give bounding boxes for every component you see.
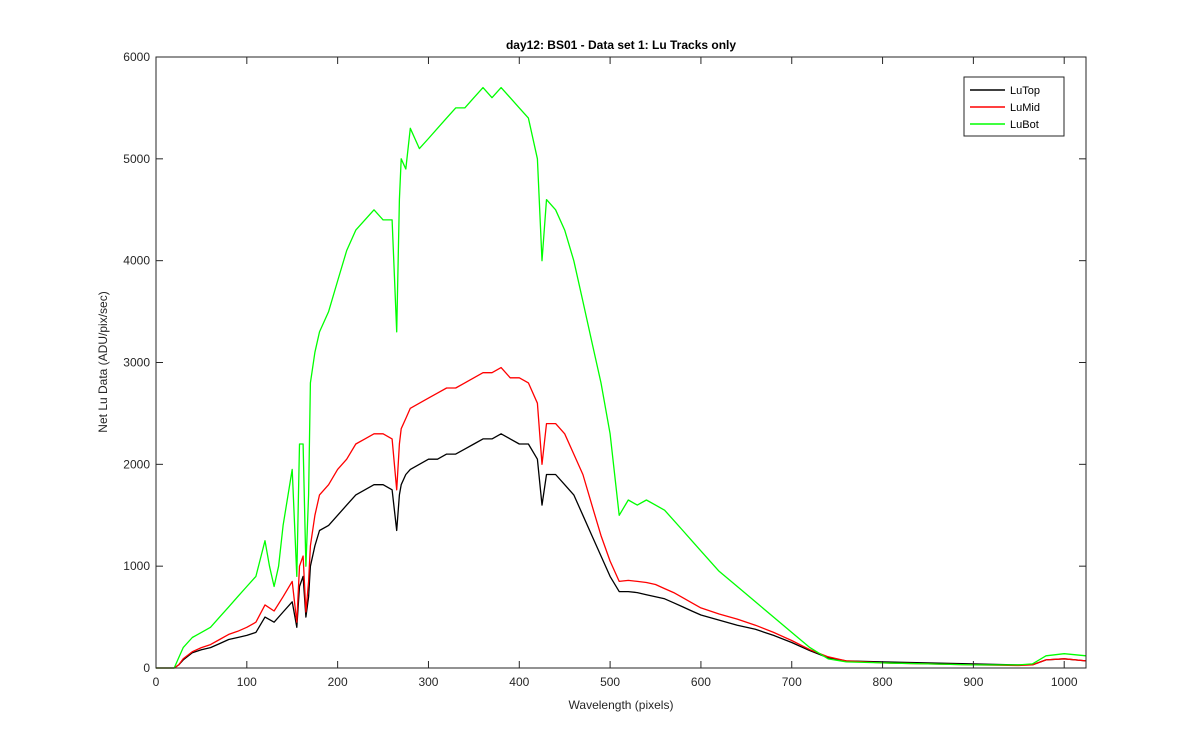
x-tick-label: 100	[237, 675, 257, 689]
legend-label-lumid: LuMid	[1010, 102, 1040, 114]
series-line-lumid	[156, 366, 1087, 669]
x-tick-label: 1000	[1051, 675, 1078, 689]
y-tick-label: 5000	[123, 152, 150, 166]
plot-area-frame	[155, 56, 1087, 669]
y-tick-label: 0	[143, 661, 150, 675]
x-tick-label: 0	[153, 675, 160, 689]
chart-title: day12: BS01 - Data set 1: Lu Tracks only	[506, 38, 736, 52]
y-tick-label: 2000	[123, 457, 150, 471]
y-tick-label: 3000	[123, 356, 150, 370]
x-tick-label: 500	[600, 675, 620, 689]
x-tick-label: 600	[691, 675, 711, 689]
y-tick-label: 1000	[123, 559, 150, 573]
x-tick-label: 200	[328, 675, 348, 689]
legend-label-lubot: LuBot	[1010, 119, 1039, 131]
legend: LuTop LuMid LuBot	[963, 76, 1065, 137]
series-line-lutop	[156, 433, 1087, 669]
series-layer	[156, 86, 1087, 669]
series-line-lubot	[156, 86, 1087, 669]
y-axis-ticks: 0 1000 2000 3000 4000 5000 6000	[123, 50, 1086, 675]
y-tick-label: 6000	[123, 50, 150, 64]
x-tick-label: 900	[963, 675, 983, 689]
x-axis-label: Wavelength (pixels)	[569, 698, 674, 712]
x-tick-label: 300	[418, 675, 438, 689]
x-tick-label: 400	[509, 675, 529, 689]
x-tick-label: 700	[782, 675, 802, 689]
x-tick-label: 800	[873, 675, 893, 689]
legend-label-lutop: LuTop	[1010, 85, 1040, 97]
y-axis-label: Net Lu Data (ADU/pix/sec)	[96, 291, 110, 432]
y-tick-label: 4000	[123, 254, 150, 268]
x-axis-ticks: 0 100 200 300 400 500 600 700 800 900 1000	[153, 57, 1078, 689]
